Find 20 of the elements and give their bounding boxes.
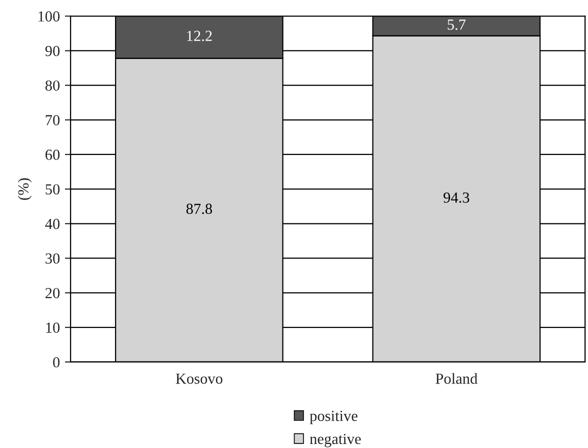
x-tick-label: Kosovo — [176, 374, 222, 384]
legend-label: positive — [310, 410, 358, 424]
y-tick-label: 60 — [46, 150, 60, 160]
y-tick-label: 0 — [53, 357, 60, 368]
y-tick-label: 30 — [46, 253, 60, 264]
y-tick-label: 70 — [46, 115, 60, 126]
y-tick-label: 10 — [46, 322, 60, 333]
y-tick-label: 80 — [45, 80, 60, 91]
y-tick-label: 40 — [45, 218, 60, 230]
x-tick-label: Poland — [436, 373, 478, 384]
data-label: 87.8 — [186, 204, 212, 214]
y-axis-title: (%) — [18, 178, 32, 200]
y-tick-label: 90 — [45, 46, 60, 56]
data-label: 5.7 — [448, 20, 466, 30]
legend-label: negative — [310, 434, 361, 448]
y-tick-label: 20 — [46, 288, 60, 298]
y-tick-label: 100 — [38, 11, 60, 22]
data-label: 12.2 — [187, 30, 212, 42]
y-tick-label: 50 — [46, 184, 60, 195]
data-label: 94.3 — [444, 192, 470, 203]
